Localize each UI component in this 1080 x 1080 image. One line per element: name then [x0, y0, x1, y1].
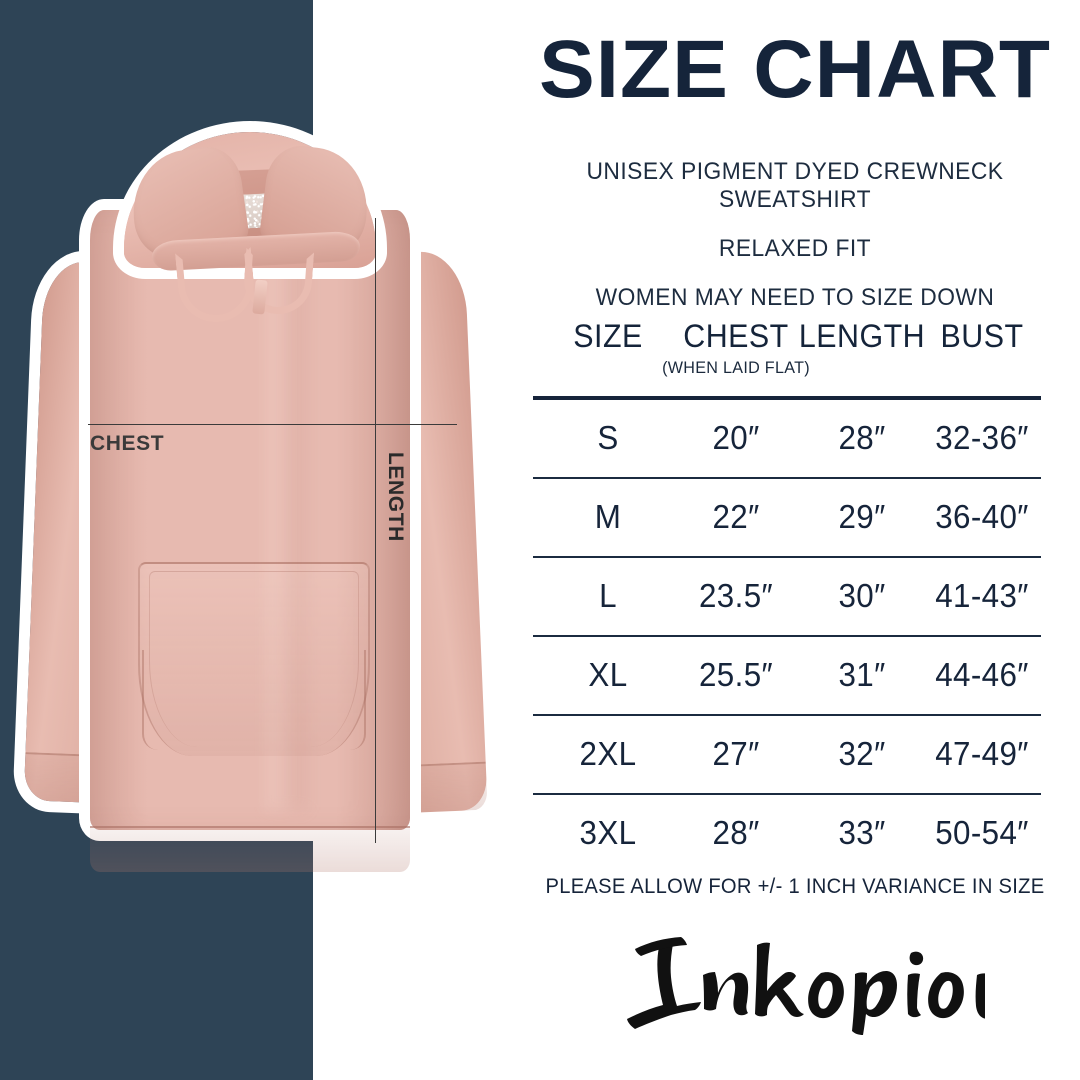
length-measure-line: [375, 218, 376, 843]
table-header-row: SIZE CHEST LENGTH BUST (WHEN LAID FLAT): [533, 318, 1041, 396]
cell-length: 30″: [838, 577, 886, 614]
body-fold-highlight: [266, 250, 306, 810]
cell-length: 29″: [838, 498, 886, 535]
size-table: SIZE CHEST LENGTH BUST (WHEN LAID FLAT) …: [533, 318, 1041, 872]
subtitle-line-1: UNISEX PIGMENT DYED CREWNECK SWEATSHIRT: [586, 158, 1004, 213]
cell-bust: 44-46″: [935, 656, 1029, 693]
kangaroo-pocket: [138, 562, 370, 756]
subtitle-block: UNISEX PIGMENT DYED CREWNECK SWEATSHIRT …: [510, 158, 1080, 333]
cell-chest: 25.5″: [698, 656, 774, 693]
cell-bust: 32-36″: [935, 419, 1029, 456]
cell-length: 31″: [838, 656, 886, 693]
chest-measure-label: CHEST: [90, 432, 165, 455]
table-row: M 22″ 29″ 36-40″: [533, 479, 1041, 556]
table-row-rule: [533, 635, 1041, 637]
column-header-chest: CHEST: [683, 318, 789, 354]
subtitle-line-2: RELAXED FIT: [718, 235, 872, 262]
cell-length: 28″: [838, 419, 886, 456]
chart-content: SIZE CHART UNISEX PIGMENT DYED CREWNECK …: [510, 0, 1080, 1080]
cell-chest: 20″: [712, 419, 760, 456]
chest-measure-line: [88, 424, 457, 425]
cell-size: 3XL: [579, 814, 637, 851]
table-row: XL 25.5″ 31″ 44-46″: [533, 637, 1041, 714]
column-header-size: SIZE: [573, 318, 643, 354]
length-measure-label: LENGTH: [384, 452, 407, 542]
table-row-rule: [533, 556, 1041, 558]
body-shade-left: [90, 210, 148, 830]
pocket-opening-left: [142, 650, 168, 750]
cell-size: L: [599, 577, 617, 614]
cell-size: 2XL: [579, 735, 637, 772]
variance-note: PLEASE ALLOW FOR +/- 1 INCH VARIANCE IN …: [545, 875, 1045, 898]
table-row-rule: [533, 477, 1041, 479]
pocket-stitch: [149, 571, 359, 747]
page-title: SIZE CHART: [538, 24, 1052, 115]
column-header-bust: BUST: [940, 318, 1024, 354]
cell-size: XL: [588, 656, 628, 693]
table-row-rule: [533, 714, 1041, 716]
cell-bust: 50-54″: [935, 814, 1029, 851]
subtitle-line-3: WOMEN MAY NEED TO SIZE DOWN: [595, 284, 995, 311]
cell-chest: 27″: [712, 735, 760, 772]
hoodie-hem: [90, 826, 410, 872]
garment-photo: CHEST LENGTH: [0, 0, 520, 1080]
cell-chest: 23.5″: [698, 577, 774, 614]
table-row: L 23.5″ 30″ 41-43″: [533, 558, 1041, 635]
table-row: 3XL 28″ 33″ 50-54″: [533, 795, 1041, 872]
inkopious-wordmark-icon: R: [627, 937, 985, 1035]
column-header-length: LENGTH: [798, 318, 926, 354]
cell-length: 32″: [838, 735, 886, 772]
brand-logo: R: [510, 925, 1080, 1045]
hoodie-illustration: [23, 132, 498, 872]
table-row: S 20″ 28″ 32-36″: [533, 400, 1041, 477]
cell-size: M: [594, 498, 622, 535]
pocket-opening-right: [340, 650, 366, 750]
cell-size: S: [597, 419, 619, 456]
chest-header-note: (WHEN LAID FLAT): [662, 358, 810, 377]
table-row: 2XL 27″ 32″ 47-49″: [533, 716, 1041, 793]
table-header-rule: [533, 396, 1041, 400]
cell-bust: 47-49″: [935, 735, 1029, 772]
cell-bust: 36-40″: [935, 498, 1029, 535]
hoodie-body: [90, 210, 410, 830]
cell-bust: 41-43″: [935, 577, 1029, 614]
table-row-rule: [533, 793, 1041, 795]
cell-chest: 22″: [712, 498, 760, 535]
cell-chest: 28″: [712, 814, 760, 851]
cell-length: 33″: [838, 814, 886, 851]
